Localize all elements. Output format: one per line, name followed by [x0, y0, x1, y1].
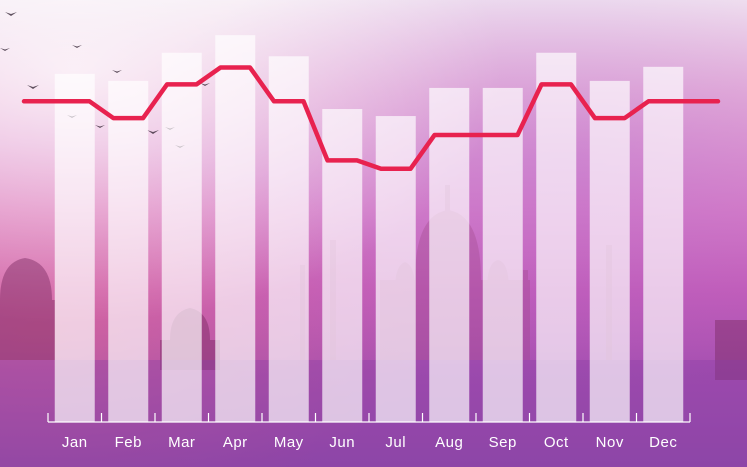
x-tick-label-oct: Oct: [544, 434, 569, 451]
x-tick-label-jan: Jan: [62, 434, 88, 451]
x-tick-label-aug: Aug: [435, 434, 463, 451]
line-series: [21, 65, 721, 172]
bar-nov: [589, 80, 630, 422]
bar-dec: [643, 66, 684, 423]
x-tick-label-jul: Jul: [385, 434, 406, 451]
bar-apr: [215, 35, 256, 423]
x-tick-label-nov: Nov: [596, 434, 624, 451]
x-tick-label-may: May: [274, 434, 304, 451]
bar-sep: [482, 87, 523, 423]
x-axis: [47, 413, 691, 423]
bar-series: [54, 35, 684, 423]
line-path: [21, 65, 721, 172]
x-tick-label-mar: Mar: [168, 434, 195, 451]
bar-jun: [322, 109, 363, 423]
bar-mar: [161, 52, 202, 422]
bar-may: [268, 56, 309, 423]
bar-jan: [54, 73, 95, 422]
x-tick-label-sep: Sep: [489, 434, 517, 451]
bar-oct: [536, 52, 577, 422]
x-tick-label-dec: Dec: [649, 434, 677, 451]
x-tick-label-apr: Apr: [223, 434, 248, 451]
x-tick-label-jun: Jun: [329, 434, 355, 451]
bar-feb: [108, 80, 149, 422]
bar-aug: [429, 87, 470, 423]
x-tick-label-feb: Feb: [115, 434, 142, 451]
bar-jul: [375, 116, 416, 423]
x-tick-labels: Jan Feb Mar Apr May Jun Jul Aug Sep Oct Nov Dec: [62, 434, 677, 451]
